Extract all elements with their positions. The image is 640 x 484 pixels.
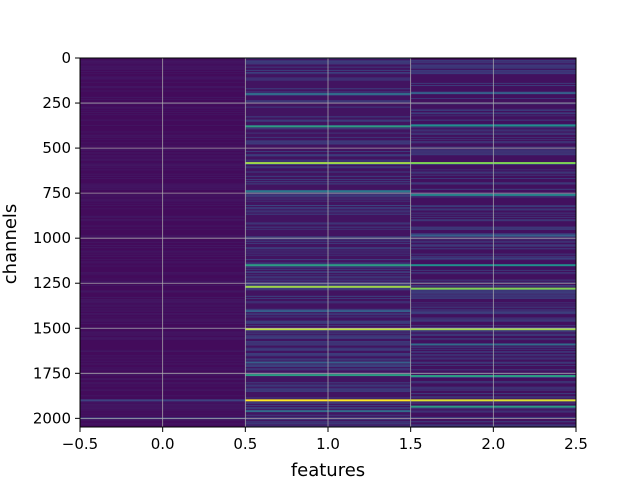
x-tick-label: 2.0 <box>481 435 505 453</box>
x-tick-label: −0.5 <box>62 435 98 453</box>
y-axis-ticks: 0 250 500 750 1000 1250 1500 1750 2000 <box>33 49 80 427</box>
y-tick-label: 0 <box>61 49 71 67</box>
y-tick-label: 1000 <box>33 229 71 247</box>
x-axis-label: features <box>291 460 365 480</box>
y-tick-label: 1500 <box>33 319 71 337</box>
x-tick-label: 0.0 <box>151 435 175 453</box>
x-axis-ticks: −0.5 0.0 0.5 1.0 1.5 2.0 2.5 <box>62 427 588 453</box>
x-tick-label: 0.5 <box>233 435 257 453</box>
y-tick-label: 2000 <box>33 409 71 427</box>
y-tick-label: 1750 <box>33 364 71 382</box>
y-axis-label: channels <box>0 204 21 285</box>
y-tick-label: 250 <box>42 94 71 112</box>
x-tick-label: 1.0 <box>316 435 340 453</box>
x-tick-label: 1.5 <box>399 435 423 453</box>
y-tick-label: 500 <box>42 139 71 157</box>
y-tick-label: 1250 <box>33 274 71 292</box>
x-tick-label: 2.5 <box>564 435 588 453</box>
y-tick-label: 750 <box>42 184 71 202</box>
